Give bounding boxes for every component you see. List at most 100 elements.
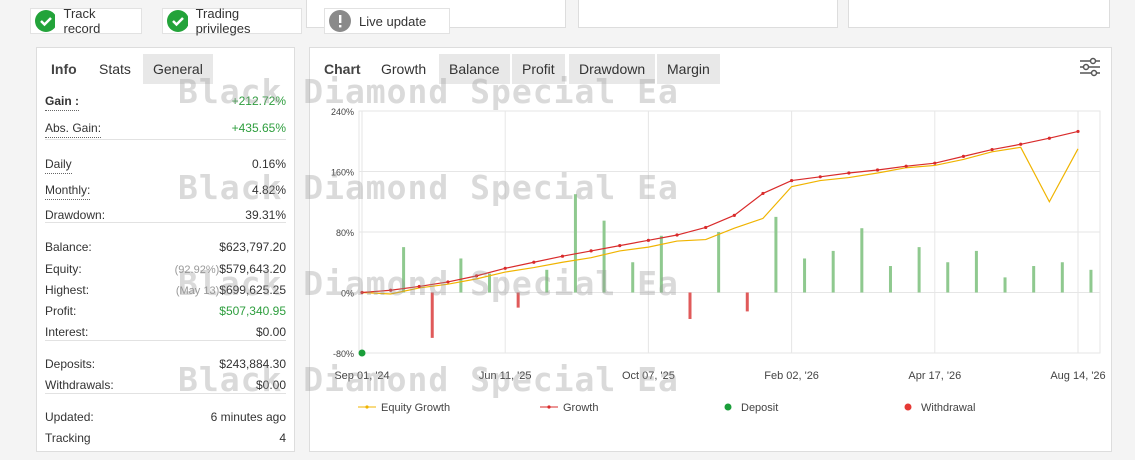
badge-icon	[329, 10, 351, 32]
bar	[402, 247, 406, 293]
badge-icon	[167, 10, 188, 32]
point	[417, 284, 421, 289]
stat-row: Monthly: 4.82%	[45, 181, 286, 200]
point	[618, 244, 622, 248]
stat-row: Deposits: $243,884.30	[45, 355, 286, 373]
stat-value: $0.00	[255, 325, 286, 339]
bar	[1003, 277, 1007, 293]
chart-tab[interactable]: Growth	[371, 54, 437, 84]
stat-value: +212.72%	[231, 94, 286, 108]
stats-tab[interactable]: Info	[51, 61, 77, 77]
badge-label: Track record	[63, 6, 101, 36]
stat-note: (92.92%)	[174, 264, 220, 276]
settings-icon[interactable]	[1079, 56, 1101, 78]
stat-value: +435.65%	[231, 121, 286, 135]
bar	[430, 292, 434, 338]
bar	[974, 250, 978, 293]
chart-tab[interactable]: Chart	[324, 61, 361, 77]
point	[818, 175, 822, 179]
point	[1047, 136, 1051, 140]
legend-label: Growth	[563, 402, 598, 414]
stats-tab[interactable]: Stats	[89, 54, 141, 84]
stat-label: Abs. Gain:	[45, 119, 102, 138]
bar	[831, 250, 835, 293]
stat-row: Balance: $623,797.20	[45, 238, 286, 256]
bar	[917, 247, 921, 293]
stat-note: (May 13)	[175, 285, 220, 297]
stat-row: Daily 0.16%	[45, 155, 286, 174]
bar	[459, 258, 463, 293]
x-tick-label: Feb 02, '26	[764, 370, 819, 382]
x-tick-label: Apr 17, '26	[908, 370, 961, 382]
bar	[573, 194, 577, 293]
x-tick-label: Sep 01, '24	[334, 370, 389, 382]
chart-tab[interactable]: Balance	[439, 54, 510, 84]
point	[358, 349, 366, 357]
legend-label: Equity Growth	[381, 402, 450, 414]
badge: Trading privileges	[162, 6, 302, 36]
stat-row: Highest: (May 13)$699,625.25	[45, 281, 286, 299]
stat-label: Profit:	[45, 304, 77, 318]
stat-row: Drawdown: 39.31%	[45, 206, 286, 224]
series-line	[361, 130, 1079, 294]
point	[503, 266, 507, 270]
bar	[1089, 269, 1093, 293]
bar	[717, 232, 721, 293]
badge-icon	[35, 10, 56, 32]
stat-row: Updated: 6 minutes ago	[45, 408, 286, 426]
stat-value: 4.82%	[251, 183, 286, 197]
stat-label: Updated:	[45, 410, 94, 424]
chart-tab[interactable]: Margin	[657, 54, 720, 84]
bar	[631, 262, 635, 293]
series-line	[361, 146, 1079, 295]
stat-value: $243,884.30	[219, 357, 286, 371]
y-tick-label: 160%	[331, 168, 354, 178]
bar	[488, 273, 492, 293]
chart-tab[interactable]: Profit	[512, 54, 565, 84]
point	[474, 274, 479, 278]
point	[847, 171, 851, 175]
point	[675, 233, 679, 237]
stat-label: Drawdown:	[45, 208, 106, 222]
stat-label: Tracking	[45, 431, 91, 445]
stat-value: 6 minutes ago	[210, 410, 286, 424]
top-card	[848, 0, 1110, 28]
bar	[774, 216, 778, 293]
point	[904, 164, 908, 168]
stat-label: Monthly:	[45, 181, 91, 200]
stat-label: Highest:	[45, 283, 90, 297]
bar	[860, 228, 864, 293]
point	[732, 213, 736, 217]
y-tick-label: -80%	[333, 349, 354, 359]
stat-value: (92.92%)$579,643.20	[174, 262, 286, 276]
y-tick-label: 80%	[336, 228, 354, 238]
bar	[1032, 266, 1036, 293]
legend-dot	[724, 403, 732, 411]
badge-label: Trading privileges	[195, 6, 251, 36]
legend-label: Withdrawal	[921, 402, 975, 414]
stat-row: Withdrawals: $0.00	[45, 376, 286, 394]
separator	[45, 340, 286, 341]
point	[933, 161, 937, 165]
bar	[602, 220, 606, 293]
stat-row: Abs. Gain: +435.65%	[45, 119, 286, 138]
separator	[45, 139, 286, 140]
badge: Live update	[324, 8, 450, 34]
point	[446, 280, 450, 284]
stat-value: 39.31%	[245, 208, 286, 222]
separator	[45, 393, 286, 394]
stat-value: 4	[279, 431, 286, 445]
stat-value: $507,340.95	[219, 304, 286, 318]
bar	[545, 269, 549, 293]
bar	[888, 266, 892, 293]
x-tick-label: Jun 11, '25	[479, 370, 532, 382]
stat-row: Profit: $507,340.95	[45, 302, 286, 320]
stat-value: $0.00	[255, 378, 286, 392]
bar	[745, 292, 749, 312]
stat-label: Daily	[45, 155, 72, 174]
legend-dot	[365, 405, 369, 409]
stats-tab[interactable]: General	[143, 54, 213, 84]
chart-tab[interactable]: Drawdown	[569, 54, 656, 84]
stat-label: Balance:	[45, 240, 92, 254]
